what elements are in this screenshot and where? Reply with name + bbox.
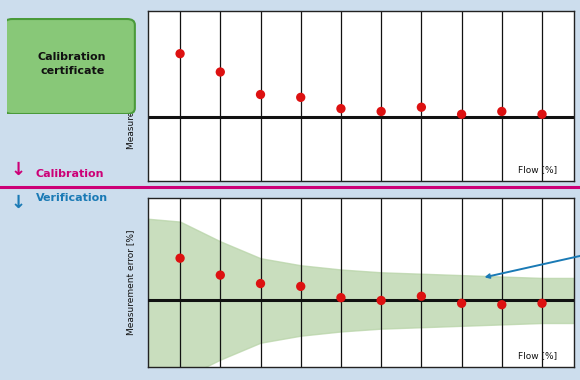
Point	[256, 280, 265, 287]
Text: Maximum Permissible Error
(MPE): Maximum Permissible Error (MPE)	[487, 228, 580, 278]
Point	[336, 106, 346, 112]
Point	[417, 293, 426, 299]
Point	[296, 283, 305, 290]
FancyBboxPatch shape	[5, 19, 135, 114]
Text: Flow [%]: Flow [%]	[518, 351, 557, 360]
Text: ↓: ↓	[10, 194, 26, 212]
Text: ↓: ↓	[10, 162, 26, 179]
Point	[336, 294, 346, 301]
Point	[457, 111, 466, 117]
Point	[417, 104, 426, 110]
Point	[376, 298, 386, 304]
Point	[376, 108, 386, 114]
Text: Measurement error [%]: Measurement error [%]	[126, 230, 135, 335]
Point	[538, 111, 547, 117]
Point	[256, 92, 265, 98]
Point	[538, 300, 547, 306]
Text: Measurement error [%]: Measurement error [%]	[126, 43, 135, 149]
Point	[497, 108, 506, 114]
Point	[497, 302, 506, 308]
Point	[457, 300, 466, 306]
Text: Flow [%]: Flow [%]	[518, 165, 557, 174]
Text: Calibration: Calibration	[36, 169, 104, 179]
Point	[175, 51, 184, 57]
Point	[216, 272, 225, 278]
Point	[296, 94, 305, 100]
Text: Calibration
certificate: Calibration certificate	[38, 52, 107, 76]
Text: Verification: Verification	[36, 193, 108, 203]
Point	[175, 255, 184, 261]
Point	[216, 69, 225, 75]
